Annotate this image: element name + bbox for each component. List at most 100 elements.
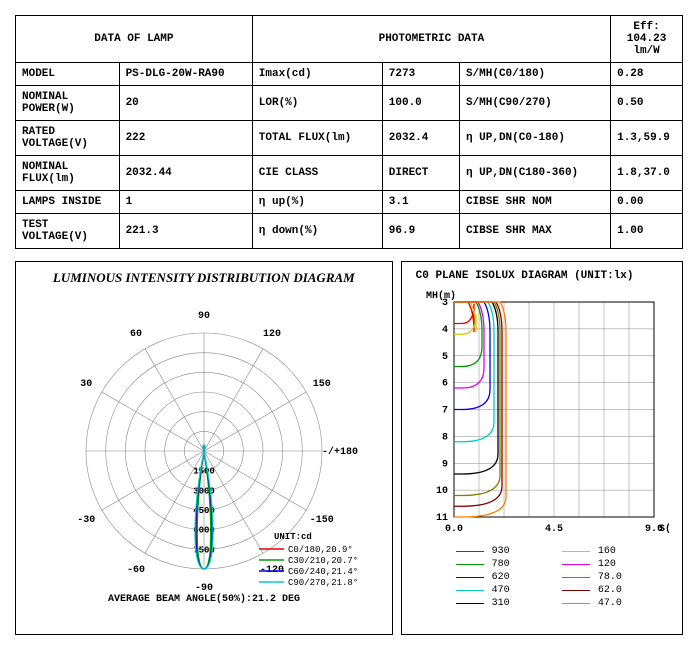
isolux-legend: 930 160 780 120 620 78.0 470 62.0 310 47.0 bbox=[406, 542, 678, 613]
legend-swatch bbox=[562, 590, 590, 591]
legend-item: 310 bbox=[456, 598, 542, 609]
cell-v: 96.9 bbox=[382, 214, 459, 249]
svg-text:6: 6 bbox=[442, 379, 448, 390]
svg-text:1500: 1500 bbox=[193, 467, 215, 477]
legend-item: 470 bbox=[456, 585, 542, 596]
legend-label: 620 bbox=[492, 572, 510, 583]
cell-k: η down(%) bbox=[252, 214, 382, 249]
legend-label: 120 bbox=[598, 559, 616, 570]
svg-text:150: 150 bbox=[313, 379, 331, 390]
cell-k: RATED VOLTAGE(V) bbox=[16, 121, 120, 156]
cell-k: LAMPS INSIDE bbox=[16, 191, 120, 214]
cell-k: CIBSE SHR NOM bbox=[459, 191, 610, 214]
svg-text:9: 9 bbox=[442, 459, 448, 470]
polar-title: LUMINOUS INTENSITY DISTRIBUTION DIAGRAM bbox=[20, 270, 388, 286]
svg-text:7: 7 bbox=[442, 406, 448, 417]
legend-swatch bbox=[562, 577, 590, 578]
polar-chart: 306090120150-/+180-150-120-90-60-3015003… bbox=[29, 286, 379, 626]
cell-k: LOR(%) bbox=[252, 86, 382, 121]
legend-label: 62.0 bbox=[598, 585, 622, 596]
svg-text:4.5: 4.5 bbox=[545, 524, 563, 535]
cell-k: Imax(cd) bbox=[252, 63, 382, 86]
polar-panel: LUMINOUS INTENSITY DISTRIBUTION DIAGRAM … bbox=[15, 261, 393, 635]
legend-swatch bbox=[456, 551, 484, 552]
svg-text:C60/240,21.4°: C60/240,21.4° bbox=[288, 567, 358, 577]
svg-text:C30/210,20.7°: C30/210,20.7° bbox=[288, 556, 358, 566]
legend-label: 78.0 bbox=[598, 572, 622, 583]
legend-swatch bbox=[456, 577, 484, 578]
svg-text:3000: 3000 bbox=[193, 486, 215, 496]
legend-label: 310 bbox=[492, 598, 510, 609]
svg-text:C0/180,20.9°: C0/180,20.9° bbox=[288, 545, 353, 555]
svg-text:-/+180: -/+180 bbox=[322, 446, 358, 458]
cell-v: 0.50 bbox=[611, 86, 683, 121]
cell-v: 3.1 bbox=[382, 191, 459, 214]
header-left: DATA OF LAMP bbox=[16, 16, 253, 63]
legend-swatch bbox=[562, 603, 590, 604]
cell-v: 1.3,59.9 bbox=[611, 121, 683, 156]
svg-text:AVERAGE BEAM ANGLE(50%):21.2 D: AVERAGE BEAM ANGLE(50%):21.2 DEG bbox=[108, 593, 300, 605]
svg-text:3: 3 bbox=[442, 298, 448, 309]
cell-v: 1.00 bbox=[611, 214, 683, 249]
cell-k: η UP,DN(C0-180) bbox=[459, 121, 610, 156]
svg-text:60: 60 bbox=[130, 329, 142, 340]
cell-k: NOMINAL POWER(W) bbox=[16, 86, 120, 121]
legend-item: 160 bbox=[562, 546, 648, 557]
svg-text:-60: -60 bbox=[127, 565, 145, 576]
svg-text:0.0: 0.0 bbox=[445, 524, 463, 535]
legend-item: 620 bbox=[456, 572, 542, 583]
svg-text:C90/270,21.8°: C90/270,21.8° bbox=[288, 578, 358, 588]
cell-v: 7273 bbox=[382, 63, 459, 86]
svg-text:UNIT:cd: UNIT:cd bbox=[274, 532, 312, 542]
cell-k: CIE CLASS bbox=[252, 156, 382, 191]
cell-k: S/MH(C0/180) bbox=[459, 63, 610, 86]
cell-k: η up(%) bbox=[252, 191, 382, 214]
cell-v: DIRECT bbox=[382, 156, 459, 191]
svg-text:-30: -30 bbox=[77, 515, 95, 526]
svg-text:4: 4 bbox=[442, 325, 448, 336]
cell-k: S/MH(C90/270) bbox=[459, 86, 610, 121]
legend-label: 930 bbox=[492, 546, 510, 557]
svg-text:90: 90 bbox=[198, 311, 210, 322]
cell-v: 222 bbox=[119, 121, 252, 156]
legend-label: 160 bbox=[598, 546, 616, 557]
legend-swatch bbox=[562, 564, 590, 565]
legend-swatch bbox=[456, 590, 484, 591]
cell-k: TOTAL FLUX(lm) bbox=[252, 121, 382, 156]
header-mid: PHOTOMETRIC DATA bbox=[252, 16, 610, 63]
legend-item: 78.0 bbox=[562, 572, 648, 583]
cell-v: 0.28 bbox=[611, 63, 683, 86]
svg-text:S(m): S(m) bbox=[659, 523, 669, 535]
header-eff: Eff: 104.23 lm/W bbox=[611, 16, 683, 63]
svg-text:-150: -150 bbox=[310, 515, 334, 526]
legend-label: 470 bbox=[492, 585, 510, 596]
cell-v: 2032.4 bbox=[382, 121, 459, 156]
legend-swatch bbox=[562, 551, 590, 552]
cell-v: 20 bbox=[119, 86, 252, 121]
cell-k: η UP,DN(C180-360) bbox=[459, 156, 610, 191]
cell-v: 221.3 bbox=[119, 214, 252, 249]
svg-text:8: 8 bbox=[442, 432, 448, 443]
cell-v: 0.00 bbox=[611, 191, 683, 214]
legend-item: 120 bbox=[562, 559, 648, 570]
legend-item: 930 bbox=[456, 546, 542, 557]
cell-k: CIBSE SHR MAX bbox=[459, 214, 610, 249]
svg-text:120: 120 bbox=[263, 329, 281, 340]
cell-k: NOMINAL FLUX(lm) bbox=[16, 156, 120, 191]
legend-item: 62.0 bbox=[562, 585, 648, 596]
isolux-chart: MH(m)345678910110.04.59.0S(m) bbox=[414, 282, 669, 542]
legend-label: 47.0 bbox=[598, 598, 622, 609]
cell-k: TEST VOLTAGE(V) bbox=[16, 214, 120, 249]
cell-v: 100.0 bbox=[382, 86, 459, 121]
svg-text:11: 11 bbox=[436, 513, 448, 524]
cell-v: 1.8,37.0 bbox=[611, 156, 683, 191]
cell-v: PS-DLG-20W-RA90 bbox=[119, 63, 252, 86]
cell-v: 1 bbox=[119, 191, 252, 214]
isolux-panel: C0 PLANE ISOLUX DIAGRAM (UNIT:lx) MH(m)3… bbox=[401, 261, 683, 635]
legend-item: 47.0 bbox=[562, 598, 648, 609]
svg-text:10: 10 bbox=[436, 486, 448, 497]
legend-swatch bbox=[456, 603, 484, 604]
cell-v: 2032.44 bbox=[119, 156, 252, 191]
isolux-title: C0 PLANE ISOLUX DIAGRAM (UNIT:lx) bbox=[406, 270, 678, 282]
legend-item: 780 bbox=[456, 559, 542, 570]
